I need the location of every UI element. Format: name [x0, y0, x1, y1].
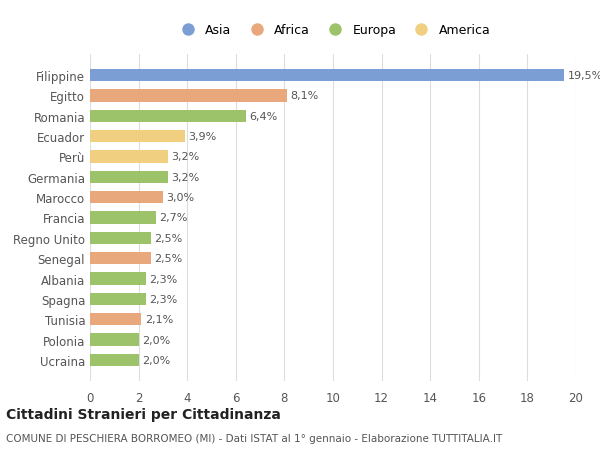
- Bar: [90, 293, 146, 305]
- Bar: [90, 334, 139, 346]
- Bar: [90, 212, 155, 224]
- Text: 2,7%: 2,7%: [159, 213, 188, 223]
- Text: 19,5%: 19,5%: [568, 71, 600, 81]
- Bar: [90, 192, 163, 204]
- Bar: [90, 151, 168, 163]
- Text: Cittadini Stranieri per Cittadinanza: Cittadini Stranieri per Cittadinanza: [6, 407, 281, 421]
- Text: 3,2%: 3,2%: [172, 173, 200, 182]
- Text: 3,0%: 3,0%: [167, 193, 194, 203]
- Bar: [90, 70, 564, 82]
- Bar: [90, 90, 287, 102]
- Text: 3,2%: 3,2%: [172, 152, 200, 162]
- Text: COMUNE DI PESCHIERA BORROMEO (MI) - Dati ISTAT al 1° gennaio - Elaborazione TUTT: COMUNE DI PESCHIERA BORROMEO (MI) - Dati…: [6, 433, 502, 442]
- Bar: [90, 252, 151, 265]
- Text: 3,9%: 3,9%: [188, 132, 217, 142]
- Text: 2,1%: 2,1%: [145, 314, 173, 325]
- Text: 2,3%: 2,3%: [149, 274, 178, 284]
- Text: 6,4%: 6,4%: [249, 112, 277, 122]
- Text: 8,1%: 8,1%: [290, 91, 319, 101]
- Bar: [90, 111, 245, 123]
- Text: 2,3%: 2,3%: [149, 294, 178, 304]
- Bar: [90, 232, 151, 244]
- Text: 2,0%: 2,0%: [142, 335, 170, 345]
- Text: 2,5%: 2,5%: [154, 254, 182, 263]
- Bar: [90, 273, 146, 285]
- Bar: [90, 313, 141, 325]
- Bar: [90, 131, 185, 143]
- Text: 2,0%: 2,0%: [142, 355, 170, 365]
- Bar: [90, 354, 139, 366]
- Text: 2,5%: 2,5%: [154, 233, 182, 243]
- Legend: Asia, Africa, Europa, America: Asia, Africa, Europa, America: [170, 19, 496, 42]
- Bar: [90, 171, 168, 184]
